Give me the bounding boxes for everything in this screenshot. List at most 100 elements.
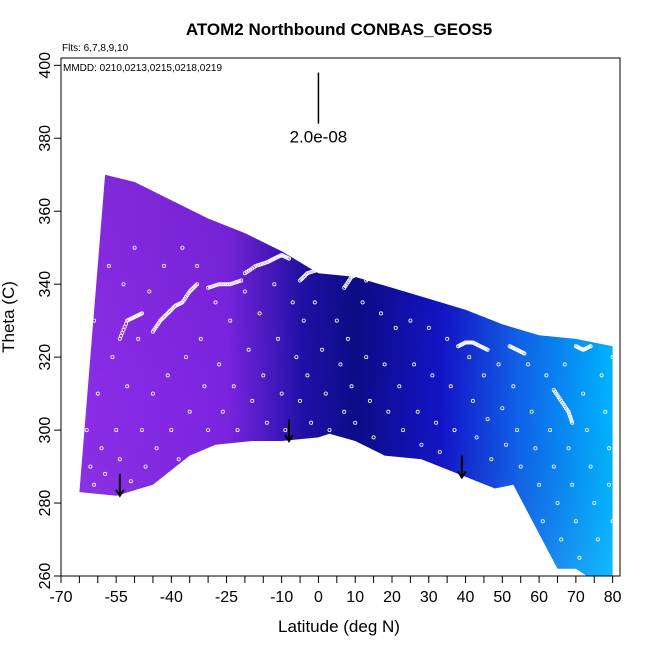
track-point [257,262,262,267]
data-point [217,362,222,367]
data-point [92,482,97,487]
track-point [231,280,236,285]
data-point [342,409,347,414]
data-point [566,446,571,451]
data-point [588,464,593,469]
flights-annotation: Flts: 6,7,8,9,10 [62,43,129,54]
data-point [202,384,207,389]
x-tick-label: 40 [457,589,475,606]
track-point [567,413,572,418]
data-point [496,362,501,367]
data-point [147,289,152,294]
data-point [66,373,71,378]
track-point [312,268,317,273]
track-point [139,311,144,316]
data-point [349,384,354,389]
track-point [235,279,240,284]
data-point [518,464,523,469]
track-point [356,271,361,276]
track-point [465,340,470,345]
coverage-shade [79,174,613,576]
data-point [220,409,225,414]
arrow-head [457,470,467,480]
track-point [325,264,330,269]
data-point [103,471,108,476]
data-point [481,373,486,378]
data-point [312,300,317,305]
track-point [588,344,593,349]
x-tick-label: 20 [383,589,401,606]
track-point [228,282,233,287]
data-point [386,409,391,414]
data-point [603,409,608,414]
track-point [566,409,571,414]
track-point [321,265,326,270]
track-point [217,282,222,287]
track-point [338,267,343,272]
x-tick-label: 10 [346,589,364,606]
track-point [233,280,238,285]
data-point [599,373,604,378]
data-point [415,409,420,414]
y-tick-label: 260 [37,563,54,590]
data-point [551,464,556,469]
data-point [607,446,612,451]
data-point [345,336,350,341]
x-tick-label: 80 [604,589,622,606]
track-point [220,282,225,287]
data-point [206,428,211,433]
track-point [222,282,227,287]
track-point [522,351,527,356]
track-point [394,263,399,268]
y-axis-label: Theta (C) [0,281,18,353]
x-tick-label: 50 [493,589,511,606]
x-tick-label: 60 [530,589,548,606]
track-point [336,266,341,271]
data-point [503,442,508,447]
track-point [468,340,473,345]
data-point [195,263,200,268]
data-point [437,449,442,454]
x-tick-label: 70 [567,589,585,606]
data-point [257,311,262,316]
data-point [169,428,174,433]
track-point [316,267,321,272]
data-point [125,384,130,389]
scatter-points [62,172,619,560]
data-point [84,282,89,287]
track-point [213,283,218,288]
data-point [92,318,97,323]
data-point [452,428,457,433]
data-point [154,446,159,451]
data-point [570,482,575,487]
data-point [489,457,494,462]
data-point [73,227,78,232]
track-point [569,417,574,422]
x-axis-label: Latitude (deg N) [278,617,400,636]
track-point [253,263,258,268]
track-point [318,266,323,271]
track-point [239,278,244,283]
flight-tracks [117,252,593,425]
data-point [136,336,141,341]
data-point [364,355,369,360]
data-point [408,318,413,323]
data-point [584,428,589,433]
x-tick-label: -10 [270,589,293,606]
arrow-markers [115,419,467,498]
arrow-head [284,434,294,443]
data-point [309,420,314,425]
track-point [224,282,229,287]
data-point [261,373,266,378]
y-tick-label: 280 [37,490,54,517]
data-point [66,409,71,414]
data-point [526,362,531,367]
data-point [99,446,104,451]
coverage-field [79,174,613,576]
data-point [559,537,564,542]
track-point [378,267,383,272]
track-point [392,263,397,268]
y-tick-label: 360 [37,198,54,225]
data-point [283,428,288,433]
